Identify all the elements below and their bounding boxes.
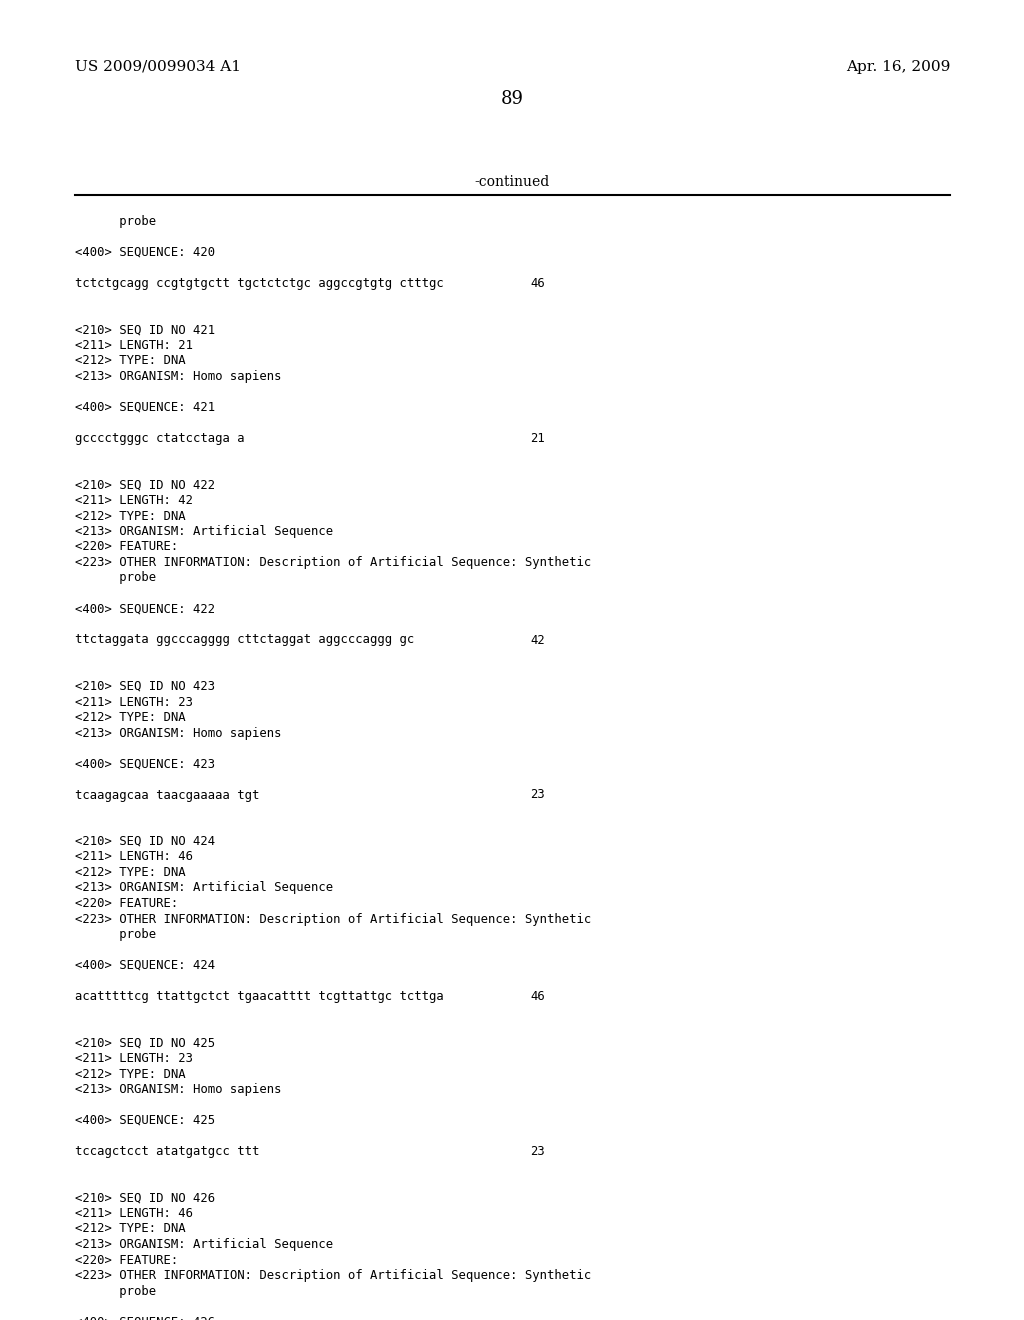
Text: -continued: -continued	[474, 176, 550, 189]
Text: <400> SEQUENCE: 424: <400> SEQUENCE: 424	[75, 960, 215, 972]
Text: <212> TYPE: DNA: <212> TYPE: DNA	[75, 1222, 185, 1236]
Text: <400> SEQUENCE: 426: <400> SEQUENCE: 426	[75, 1316, 215, 1320]
Text: <220> FEATURE:: <220> FEATURE:	[75, 898, 178, 909]
Text: <211> LENGTH: 46: <211> LENGTH: 46	[75, 850, 193, 863]
Text: 46: 46	[530, 990, 545, 1003]
Text: <211> LENGTH: 46: <211> LENGTH: 46	[75, 1206, 193, 1220]
Text: acatttttcg ttattgctct tgaacatttt tcgttattgc tcttga: acatttttcg ttattgctct tgaacatttt tcgttat…	[75, 990, 443, 1003]
Text: <213> ORGANISM: Homo sapiens: <213> ORGANISM: Homo sapiens	[75, 726, 282, 739]
Text: <211> LENGTH: 42: <211> LENGTH: 42	[75, 494, 193, 507]
Text: 89: 89	[501, 90, 523, 108]
Text: <223> OTHER INFORMATION: Description of Artificial Sequence: Synthetic: <223> OTHER INFORMATION: Description of …	[75, 556, 591, 569]
Text: tctctgcagg ccgtgtgctt tgctctctgc aggccgtgtg ctttgc: tctctgcagg ccgtgtgctt tgctctctgc aggccgt…	[75, 277, 443, 290]
Text: <212> TYPE: DNA: <212> TYPE: DNA	[75, 866, 185, 879]
Text: <211> LENGTH: 23: <211> LENGTH: 23	[75, 696, 193, 709]
Text: US 2009/0099034 A1: US 2009/0099034 A1	[75, 59, 241, 74]
Text: <210> SEQ ID NO 421: <210> SEQ ID NO 421	[75, 323, 215, 337]
Text: <213> ORGANISM: Artificial Sequence: <213> ORGANISM: Artificial Sequence	[75, 1238, 333, 1251]
Text: <213> ORGANISM: Homo sapiens: <213> ORGANISM: Homo sapiens	[75, 1082, 282, 1096]
Text: tcaagagcaa taacgaaaaa tgt: tcaagagcaa taacgaaaaa tgt	[75, 788, 259, 801]
Text: 23: 23	[530, 788, 545, 801]
Text: 46: 46	[530, 277, 545, 290]
Text: <400> SEQUENCE: 425: <400> SEQUENCE: 425	[75, 1114, 215, 1127]
Text: 23: 23	[530, 1144, 545, 1158]
Text: <212> TYPE: DNA: <212> TYPE: DNA	[75, 510, 185, 523]
Text: probe: probe	[75, 1284, 156, 1298]
Text: <210> SEQ ID NO 424: <210> SEQ ID NO 424	[75, 836, 215, 847]
Text: <210> SEQ ID NO 422: <210> SEQ ID NO 422	[75, 479, 215, 491]
Text: <220> FEATURE:: <220> FEATURE:	[75, 540, 178, 553]
Text: <211> LENGTH: 21: <211> LENGTH: 21	[75, 339, 193, 352]
Text: <213> ORGANISM: Artificial Sequence: <213> ORGANISM: Artificial Sequence	[75, 525, 333, 539]
Text: tccagctcct atatgatgcc ttt: tccagctcct atatgatgcc ttt	[75, 1144, 259, 1158]
Text: gcccctgggc ctatcctaga a: gcccctgggc ctatcctaga a	[75, 432, 245, 445]
Text: probe: probe	[75, 572, 156, 585]
Text: <400> SEQUENCE: 423: <400> SEQUENCE: 423	[75, 758, 215, 771]
Text: ttctaggata ggcccagggg cttctaggat aggcccaggg gc: ttctaggata ggcccagggg cttctaggat aggccca…	[75, 634, 415, 647]
Text: 21: 21	[530, 432, 545, 445]
Text: <210> SEQ ID NO 426: <210> SEQ ID NO 426	[75, 1192, 215, 1204]
Text: probe: probe	[75, 928, 156, 941]
Text: 42: 42	[530, 634, 545, 647]
Text: <210> SEQ ID NO 423: <210> SEQ ID NO 423	[75, 680, 215, 693]
Text: <212> TYPE: DNA: <212> TYPE: DNA	[75, 355, 185, 367]
Text: <212> TYPE: DNA: <212> TYPE: DNA	[75, 711, 185, 723]
Text: <400> SEQUENCE: 422: <400> SEQUENCE: 422	[75, 602, 215, 615]
Text: <400> SEQUENCE: 421: <400> SEQUENCE: 421	[75, 401, 215, 414]
Text: <220> FEATURE:: <220> FEATURE:	[75, 1254, 178, 1266]
Text: <223> OTHER INFORMATION: Description of Artificial Sequence: Synthetic: <223> OTHER INFORMATION: Description of …	[75, 912, 591, 925]
Text: probe: probe	[75, 215, 156, 228]
Text: <400> SEQUENCE: 420: <400> SEQUENCE: 420	[75, 246, 215, 259]
Text: <211> LENGTH: 23: <211> LENGTH: 23	[75, 1052, 193, 1065]
Text: <212> TYPE: DNA: <212> TYPE: DNA	[75, 1068, 185, 1081]
Text: <223> OTHER INFORMATION: Description of Artificial Sequence: Synthetic: <223> OTHER INFORMATION: Description of …	[75, 1269, 591, 1282]
Text: <213> ORGANISM: Homo sapiens: <213> ORGANISM: Homo sapiens	[75, 370, 282, 383]
Text: <210> SEQ ID NO 425: <210> SEQ ID NO 425	[75, 1036, 215, 1049]
Text: Apr. 16, 2009: Apr. 16, 2009	[846, 59, 950, 74]
Text: <213> ORGANISM: Artificial Sequence: <213> ORGANISM: Artificial Sequence	[75, 882, 333, 895]
